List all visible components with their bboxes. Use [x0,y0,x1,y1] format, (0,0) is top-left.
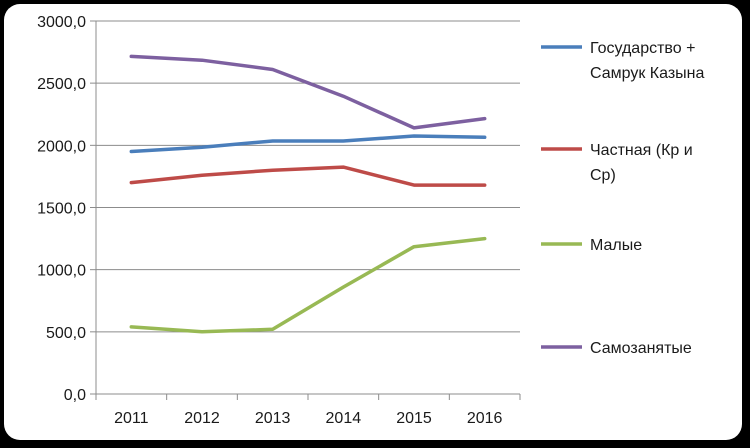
y-tick-labels: 0,0 500,0 1000,0 1500,0 2000,0 2500,0 3000,0 [37,14,86,404]
legend-item: Малые [541,237,642,254]
legend-item: Государство + Самрук Казына [541,40,705,82]
legend-label: Самрук Казына [590,65,705,82]
y-tick-label: 2500,0 [37,76,86,93]
legend-item: Самозанятые [541,340,692,357]
legend-label: Государство + [590,40,695,57]
x-tick-label: 2011 [114,410,149,427]
x-tick-label: 2016 [467,410,503,427]
series-line-4 [129,54,487,130]
y-tick-label: 3000,0 [37,14,86,31]
chart-panel: 0,0 500,0 1000,0 1500,0 2000,0 2500,0 3000,0 2… [4,4,742,440]
series-line-3 [129,236,487,334]
legend-item: Частная (Кр и Ср) [541,142,693,184]
x-tick-label: 2013 [255,410,291,427]
series-line-1 [129,134,487,154]
y-tick-label: 500,0 [46,325,86,342]
y-tick-label: 2000,0 [37,138,86,155]
legend-label: Частная (Кр и [590,142,693,159]
x-tick-label: 2015 [396,410,432,427]
y-tick-label: 1000,0 [37,263,86,280]
legend-label: Ср) [590,167,616,184]
series-line-2 [129,165,487,187]
y-tick-label: 0,0 [64,387,86,404]
legend-label: Самозанятые [590,340,692,357]
x-tick-labels: 2011 2012 2013 2014 2015 2016 [114,410,502,427]
grid-lines [96,20,520,333]
axes [90,20,521,400]
legend-label: Малые [590,237,642,254]
series-lines [129,54,487,334]
x-tick-label: 2014 [326,410,362,427]
x-tick-label: 2012 [184,410,220,427]
legend: Государство + Самрук Казына Частная (Кр и С… [541,40,705,357]
y-tick-label: 1500,0 [37,201,86,218]
line-chart: 0,0 500,0 1000,0 1500,0 2000,0 2500,0 3000,0 2… [37,14,705,427]
